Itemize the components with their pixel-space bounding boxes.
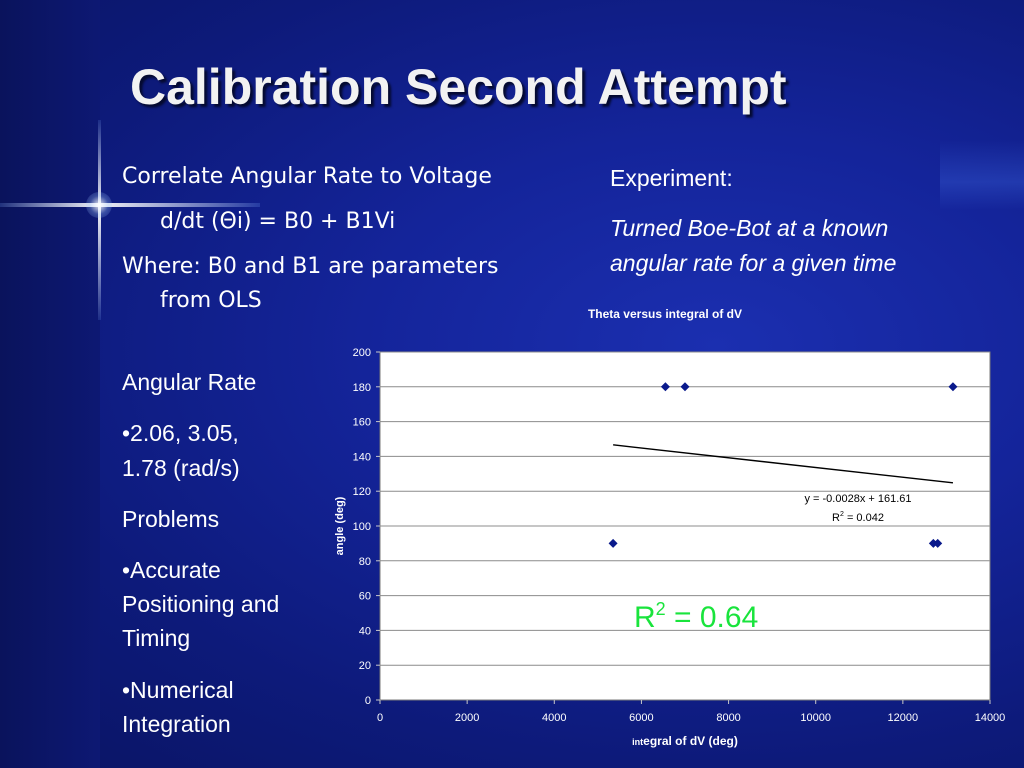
data-point (680, 382, 690, 392)
where-text-line1: Where: B0 and B1 are parameters (122, 254, 499, 279)
rates-line2: 1.78 (rad/s) (122, 455, 240, 481)
trendline-equation: y = -0.0028x + 161.61 (804, 493, 911, 505)
problems-heading: Problems (122, 506, 220, 532)
y-tick-label: 80 (359, 556, 371, 568)
data-point (933, 538, 943, 548)
data-point (660, 382, 670, 392)
right-decor-glow (940, 140, 1024, 210)
r2-overlay-label: R2 = 0.64 (634, 599, 758, 635)
experiment-line1: Turned Boe-Bot at a known (610, 215, 889, 241)
equation-text: d/dt (Θi) = B0 + B1Vi (160, 209, 396, 234)
data-point (948, 382, 958, 392)
sparkle-vertical-ray (98, 120, 101, 320)
data-point (608, 538, 618, 548)
problem-1-line2: Positioning and (122, 591, 280, 617)
r2-overlay-sup: 2 (655, 599, 666, 619)
trendline-r2-part: R (832, 512, 840, 524)
rates-line1: •2.06, 3.05, (122, 420, 239, 446)
problem-1-line1: •Accurate (122, 557, 221, 583)
x-tick-label: 10000 (800, 712, 831, 724)
problem-2-line1: •Numerical (122, 677, 234, 703)
trendline-r2-part: 2 (840, 511, 844, 518)
y-tick-label: 100 (353, 521, 371, 533)
y-tick-label: 60 (359, 591, 371, 603)
problem-1-line3: Timing (122, 625, 191, 651)
slide-title: Calibration Second Attempt (130, 59, 787, 115)
x-tick-label: 8000 (716, 712, 740, 724)
trendline-r2-part: = 0.042 (844, 512, 884, 524)
x-tick-label: 0 (377, 712, 383, 724)
experiment-heading: Experiment: (610, 165, 733, 191)
y-tick-label: 180 (353, 382, 371, 394)
chart-title: Theta versus integral of dV (587, 307, 743, 321)
x-axis-label-part: int (632, 737, 643, 747)
x-tick-label: 4000 (542, 712, 566, 724)
x-tick-label: 6000 (629, 712, 653, 724)
trendline-r2: R2 = 0.042 (832, 511, 884, 524)
y-tick-label: 40 (359, 625, 371, 637)
r2-overlay-prefix: R (634, 601, 656, 634)
x-axis-label: integral of dV (deg) (632, 734, 738, 748)
where-text-line2: from OLS (160, 288, 262, 313)
y-tick-label: 20 (359, 660, 371, 672)
angular-rate-heading: Angular Rate (122, 369, 257, 395)
sparkle-star-icon (86, 192, 112, 218)
correlate-text: Correlate Angular Rate to Voltage (122, 164, 492, 189)
trendline (613, 444, 954, 484)
y-tick-label: 0 (365, 695, 371, 707)
y-tick-label: 160 (353, 417, 371, 429)
experiment-line2: angular rate for a given time (610, 250, 897, 276)
r2-overlay-suffix: = 0.64 (665, 601, 759, 634)
x-tick-label: 12000 (888, 712, 919, 724)
sparkle-horizontal-ray (0, 203, 260, 207)
y-tick-label: 200 (353, 347, 371, 359)
y-axis-label: angle (deg) (334, 496, 346, 555)
y-tick-label: 120 (353, 486, 371, 498)
x-tick-label: 2000 (455, 712, 479, 724)
x-axis-label-part: egral of dV (deg) (643, 734, 738, 748)
left-decor-band (0, 0, 100, 768)
x-tick-label: 14000 (975, 712, 1006, 724)
y-tick-label: 140 (353, 451, 371, 463)
problem-2-line2: Integration (122, 711, 231, 737)
